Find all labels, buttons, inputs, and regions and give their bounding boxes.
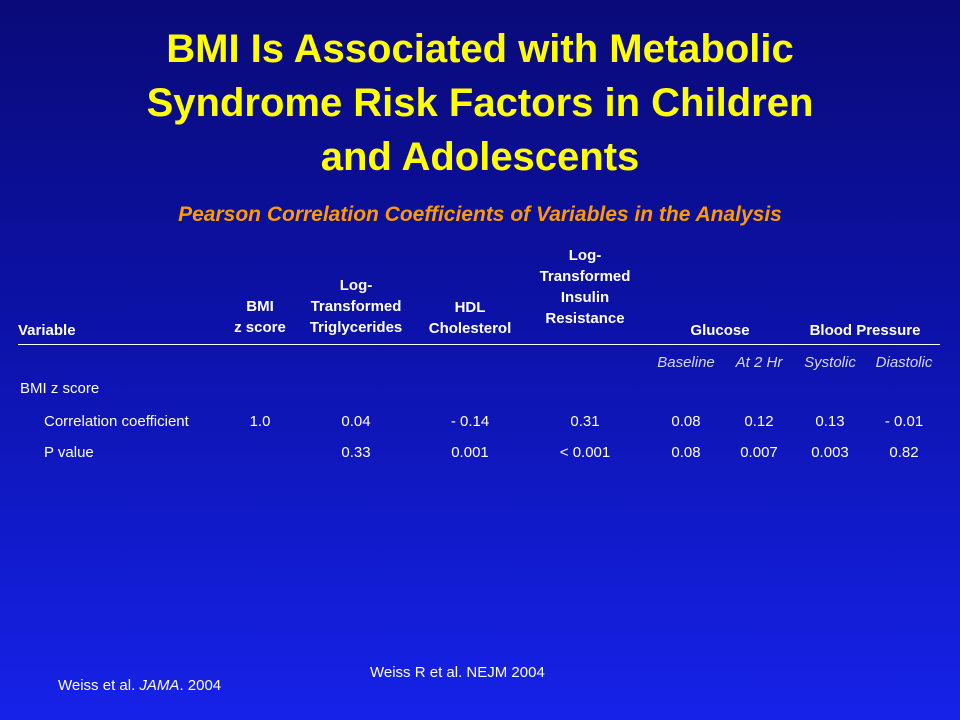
cell-p-diastolic: 0.82 <box>889 444 919 461</box>
header-blood-pressure: Blood Pressure <box>809 322 921 339</box>
header-hdl-line: HDL <box>454 299 486 316</box>
cell-p-systolic: 0.003 <box>811 444 849 461</box>
subheader-at-2-hr: At 2 Hr <box>735 354 783 371</box>
subheader-systolic: Systolic <box>804 354 856 371</box>
header-log-insulin-resistance: Log- Transformed Insulin Resistance <box>526 245 644 329</box>
cell-corr-tg: 0.04 <box>341 413 371 430</box>
subheader-diastolic: Diastolic <box>875 354 933 371</box>
header-log-triglycerides: Log- Transformed Triglycerides <box>296 275 416 338</box>
subheader-baseline: Baseline <box>657 354 715 371</box>
cell-corr-glucose-baseline: 0.08 <box>671 413 701 430</box>
citation-left-journal: JAMA <box>139 677 180 694</box>
header-tg-line: Triglycerides <box>309 319 403 336</box>
header-bmi-line: BMI <box>246 298 274 315</box>
cell-p-glucose-baseline: 0.08 <box>671 444 701 461</box>
slide-title: BMI Is Associated with Metabolic Syndrom… <box>0 22 960 184</box>
row-label-correlation-coefficient: Correlation coefficient <box>44 413 189 430</box>
citation-left-prefix: Weiss et al. <box>58 677 140 694</box>
cell-p-hdl: 0.001 <box>451 444 489 461</box>
header-hdl-cholesterol: HDL Cholesterol <box>420 297 520 339</box>
row-label-p-value: P value <box>44 444 94 461</box>
cell-corr-diastolic: - 0.01 <box>884 413 924 430</box>
header-bmi-line: z score <box>234 319 286 336</box>
cell-corr-systolic: 0.13 <box>815 413 845 430</box>
cell-corr-hdl: - 0.14 <box>450 413 490 430</box>
citation-left: Weiss et al. JAMA. 2004 <box>58 677 221 694</box>
cell-corr-insulin: 0.31 <box>570 413 600 430</box>
header-tg-line: Transformed <box>310 298 402 315</box>
title-line-1: BMI Is Associated with Metabolic <box>166 27 794 71</box>
cell-p-insulin: < 0.001 <box>559 444 611 461</box>
cell-corr-glucose-2hr: 0.12 <box>744 413 774 430</box>
title-line-2: Syndrome Risk Factors in Children <box>146 81 814 125</box>
citation-center: Weiss R et al. NEJM 2004 <box>370 664 545 681</box>
header-glucose: Glucose <box>690 322 750 339</box>
header-variable: Variable <box>18 322 76 339</box>
header-insulin-line: Log- <box>568 247 602 264</box>
header-insulin-line: Insulin <box>560 289 610 306</box>
header-hdl-line: Cholesterol <box>428 320 512 337</box>
cell-p-glucose-2hr: 0.007 <box>740 444 778 461</box>
cell-corr-bmi: 1.0 <box>249 413 271 430</box>
header-insulin-line: Transformed <box>539 268 631 285</box>
title-line-3: and Adolescents <box>320 135 640 179</box>
cell-p-tg: 0.33 <box>341 444 371 461</box>
header-insulin-line: Resistance <box>545 310 625 327</box>
header-bmi-z-score: BMI z score <box>220 296 300 338</box>
header-tg-line: Log- <box>339 277 373 294</box>
section-label-bmi-z-score: BMI z score <box>20 380 100 397</box>
header-divider <box>18 344 940 345</box>
slide-subtitle: Pearson Correlation Coefficients of Vari… <box>178 203 782 226</box>
citation-left-suffix: . 2004 <box>179 677 222 694</box>
